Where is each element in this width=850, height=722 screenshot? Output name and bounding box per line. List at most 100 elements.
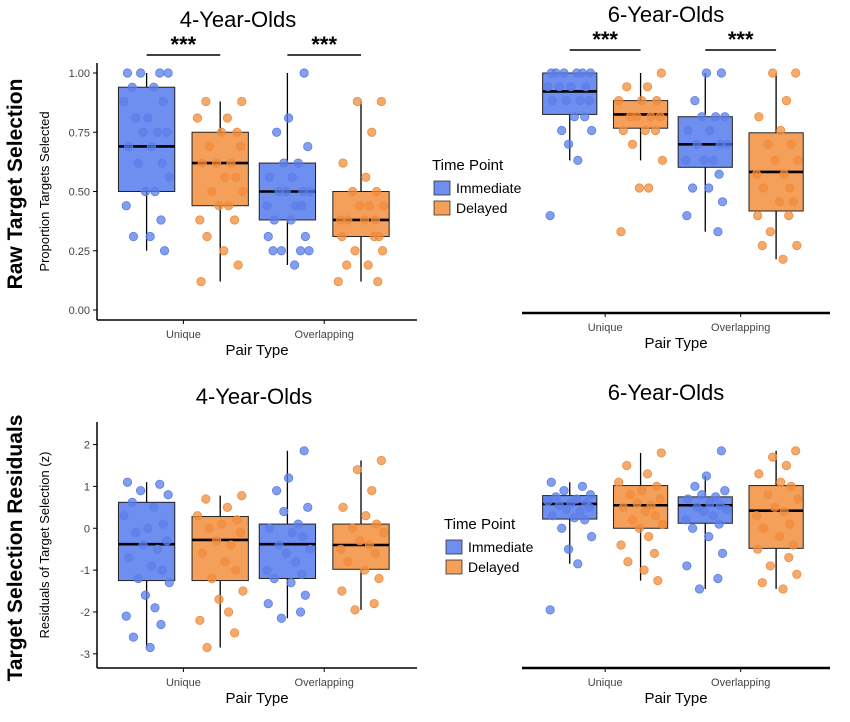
data-point [352, 465, 363, 475]
data-point [701, 68, 712, 78]
data-point [300, 231, 310, 242]
legend-title: Time Point [444, 516, 516, 533]
data-point [359, 565, 370, 575]
y-tick-label: 0.50 [69, 187, 90, 199]
data-point [557, 523, 567, 533]
data-point [197, 158, 207, 168]
data-point [554, 82, 564, 92]
data-point [634, 523, 645, 533]
data-point [776, 125, 786, 136]
data-point [683, 494, 693, 504]
data-point [687, 523, 698, 533]
box-immediate-unique [542, 477, 598, 615]
data-point [770, 155, 780, 165]
data-point [336, 544, 346, 554]
data-point [364, 201, 374, 211]
data-point [776, 477, 786, 487]
data-point [681, 155, 691, 165]
data-point [379, 527, 389, 538]
data-point [333, 276, 343, 287]
data-point [212, 158, 222, 168]
data-point [569, 112, 579, 122]
data-point [300, 590, 310, 600]
data-point [291, 557, 301, 567]
data-point [201, 494, 211, 504]
data-point [231, 565, 241, 575]
data-point [788, 540, 798, 550]
data-point [201, 96, 211, 107]
data-point [158, 96, 168, 107]
data-point [770, 502, 780, 512]
data-point [699, 155, 709, 165]
data-point [338, 158, 348, 168]
data-point [554, 500, 564, 510]
y-tick-label: 1.00 [69, 68, 90, 80]
data-point [305, 186, 315, 197]
data-point [704, 532, 714, 542]
data-point [157, 158, 167, 168]
data-point [580, 515, 590, 525]
x-axis-title: Pair Type [644, 335, 707, 352]
data-point [763, 139, 773, 149]
data-point [791, 446, 801, 456]
data-point [575, 96, 585, 106]
significance-label: *** [728, 27, 754, 52]
data-point [279, 158, 289, 168]
x-tick-label: Overlapping [295, 329, 354, 341]
data-point [614, 477, 624, 487]
data-point [722, 139, 732, 149]
data-point [146, 561, 156, 571]
data-point [543, 496, 553, 506]
data-point [692, 502, 702, 512]
data-point [547, 511, 558, 521]
data-point [781, 460, 792, 471]
y-axis-title: Proportion Targets Selected [37, 111, 52, 271]
data-point [143, 523, 153, 533]
data-point [303, 141, 313, 152]
data-point [303, 502, 313, 512]
data-point [289, 260, 300, 270]
data-point [136, 68, 146, 78]
data-point [618, 502, 628, 512]
y-tick-label: -1 [80, 565, 90, 577]
data-point [573, 155, 583, 165]
data-point [683, 125, 693, 136]
data-point [268, 246, 278, 256]
data-point [220, 557, 230, 567]
data-point [202, 642, 212, 653]
y-tick-label: -2 [80, 607, 90, 619]
panel-title: 4-Year-Olds [196, 384, 313, 409]
data-point [682, 561, 692, 571]
data-point [551, 68, 561, 78]
data-point [714, 169, 724, 179]
data-point [222, 113, 232, 123]
data-point [297, 569, 307, 579]
data-point [561, 96, 571, 106]
data-point [786, 139, 796, 149]
data-point [272, 127, 282, 137]
data-point [163, 68, 173, 78]
data-point [155, 68, 165, 78]
data-point [216, 519, 226, 529]
box-delayed-unique [612, 448, 669, 586]
data-point [649, 548, 660, 558]
data-point [559, 485, 569, 496]
data-point [371, 519, 382, 529]
data-point [262, 565, 272, 575]
box-delayed-unique [191, 96, 249, 287]
legend-title: Time Point [432, 157, 504, 174]
data-point [264, 172, 275, 182]
data-point [207, 573, 217, 584]
data-point [563, 139, 574, 149]
box-delayed-overlapping [332, 455, 390, 615]
data-point [587, 532, 597, 542]
box-immediate-overlapping [677, 68, 733, 237]
data-point [694, 584, 705, 594]
data-point [657, 155, 668, 165]
legend-label-immediate: Immediate [468, 539, 534, 555]
data-point [376, 96, 386, 107]
data-point [119, 96, 129, 107]
data-point [214, 201, 224, 211]
box-delayed-unique [191, 491, 249, 653]
data-point [653, 575, 663, 586]
